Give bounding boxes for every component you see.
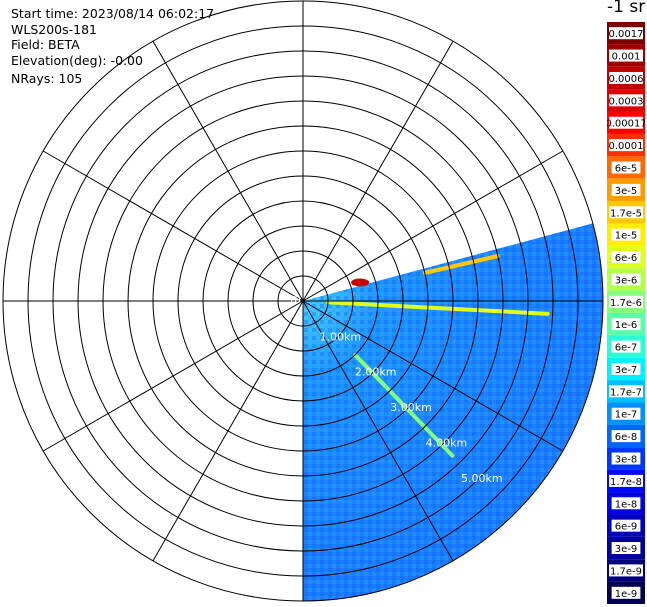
colorbar-label-bg-2 bbox=[609, 71, 643, 84]
colorbar-label-bg-8 bbox=[609, 206, 643, 219]
colorbar-label-bg-19 bbox=[611, 452, 641, 465]
colorbar-label-6: 6e-5 bbox=[615, 164, 638, 175]
ring-label-2: 2.00km bbox=[355, 366, 397, 379]
spoke-30 bbox=[302, 40, 454, 302]
colorbar-label-10: 6e-6 bbox=[615, 253, 638, 264]
colorbar-label-2: 0.0006 bbox=[609, 74, 644, 85]
colorbar-label-8: 1.7e-5 bbox=[610, 208, 642, 219]
colorbar-label-bg-3 bbox=[609, 94, 643, 107]
nrays-text: NRays: 105 bbox=[11, 71, 83, 86]
ring-label-partial: m bbox=[290, 292, 301, 305]
colorbar-label-4: 0.00017 bbox=[607, 119, 645, 130]
scan-sector bbox=[303, 223, 604, 601]
colorbar-label-bg-21 bbox=[611, 497, 641, 510]
colorbar-label-bg-18 bbox=[611, 430, 641, 443]
ring-label-1: 1.00km bbox=[320, 330, 362, 343]
colorbar-label-16: 1.7e-7 bbox=[610, 387, 642, 398]
colorbar-label-bg-0 bbox=[609, 27, 643, 40]
ring-label-4: 4.00km bbox=[426, 436, 468, 449]
colorbar-label-bg-1 bbox=[609, 49, 643, 62]
polar-grid bbox=[2, 0, 604, 602]
colorbar-label-17: 1e-7 bbox=[615, 410, 638, 421]
spoke-150 bbox=[302, 300, 454, 562]
colorbar-label-14: 6e-7 bbox=[615, 343, 638, 354]
colorbar-label-13: 1e-6 bbox=[615, 320, 638, 331]
streak-near-field-hotspot bbox=[351, 278, 370, 287]
colorbar-label-25: 1e-9 bbox=[615, 589, 638, 600]
spoke-240 bbox=[42, 300, 304, 452]
spoke-210 bbox=[152, 300, 304, 562]
colorbar-label-23: 3e-9 bbox=[615, 544, 638, 555]
spoke-120 bbox=[302, 300, 564, 452]
colorbar-label-bg-23 bbox=[611, 542, 641, 555]
colorbar-label-bg-16 bbox=[609, 385, 643, 398]
colorbar-unit-title: -1 sr bbox=[607, 0, 646, 17]
colorbar-label-18: 6e-8 bbox=[615, 432, 638, 443]
spoke-330 bbox=[152, 40, 304, 302]
colorbar-label-bg-20 bbox=[609, 474, 643, 487]
spoke-60 bbox=[302, 150, 564, 302]
colorbar-label-1: 0.001 bbox=[612, 52, 641, 63]
colorbar-label-bg-24 bbox=[609, 564, 643, 577]
ppi-plot: m 1.00km 2.00km 3.00km 4.00km 5.00km bbox=[2, 0, 604, 602]
colorbar-label-21: 1e-8 bbox=[615, 499, 638, 510]
colorbar-label-19: 3e-8 bbox=[615, 455, 638, 466]
colorbar-label-bg-5 bbox=[609, 139, 643, 152]
signal-streaks bbox=[325, 254, 550, 458]
colorbar-label-22: 6e-9 bbox=[615, 522, 638, 533]
colorbar-label-3: 0.0003 bbox=[609, 96, 644, 107]
colorbar-label-11: 3e-6 bbox=[615, 275, 638, 286]
colorbar-label-bg-10 bbox=[611, 251, 641, 264]
colorbar-label-bg-15 bbox=[611, 362, 641, 375]
colorbar-label-bg-4 bbox=[609, 116, 643, 129]
ring-label-3: 3.00km bbox=[390, 401, 432, 414]
colorbar-label-bg-7 bbox=[611, 183, 641, 196]
scan-sector-noise bbox=[303, 223, 604, 601]
colorbar-label-9: 1e-5 bbox=[615, 231, 638, 242]
colorbar-label-bg-25 bbox=[611, 586, 641, 599]
colorbar-label-24: 1.7e-9 bbox=[610, 566, 642, 577]
colorbar-label-20: 1.7e-8 bbox=[610, 477, 642, 488]
colorbar-label-7: 3e-5 bbox=[615, 186, 638, 197]
field-text: Field: BETA bbox=[11, 37, 80, 52]
colorbar-label-bg-13 bbox=[611, 318, 641, 331]
ring-label-5: 5.00km bbox=[461, 472, 503, 485]
start-time-text: Start time: 2023/08/14 06:02:17 bbox=[11, 6, 215, 21]
colorbar-label-15: 3e-7 bbox=[615, 365, 638, 376]
instrument-text: WLS200s-181 bbox=[11, 22, 97, 37]
colorbar-label-bg-17 bbox=[611, 407, 641, 420]
elevation-text: Elevation(deg): -0.00 bbox=[11, 53, 143, 68]
colorbar-label-bg-14 bbox=[611, 340, 641, 353]
colorbar: 0.0017 0.001 0.0006 0.0003 0.00017 0.0001 6e-5… bbox=[607, 22, 645, 604]
streak-diagonal-streak bbox=[353, 352, 455, 458]
colorbar-label-bg-22 bbox=[611, 519, 641, 532]
streak-horizontal-streak bbox=[325, 300, 550, 316]
colorbar-label-bg-11 bbox=[611, 273, 641, 286]
spoke-300 bbox=[42, 150, 304, 302]
colorbar-label-bg-9 bbox=[611, 228, 641, 241]
colorbar-label-12: 1.7e-6 bbox=[610, 298, 642, 309]
streak-upper-streak bbox=[422, 254, 500, 275]
colorbar-label-bg-12 bbox=[609, 295, 643, 308]
colorbar-label-5: 0.0001 bbox=[609, 141, 644, 152]
colorbar-label-0: 0.0017 bbox=[609, 29, 644, 40]
colorbar-label-bg-6 bbox=[611, 161, 641, 174]
range-ring-labels: m 1.00km 2.00km 3.00km 4.00km 5.00km bbox=[290, 292, 502, 485]
